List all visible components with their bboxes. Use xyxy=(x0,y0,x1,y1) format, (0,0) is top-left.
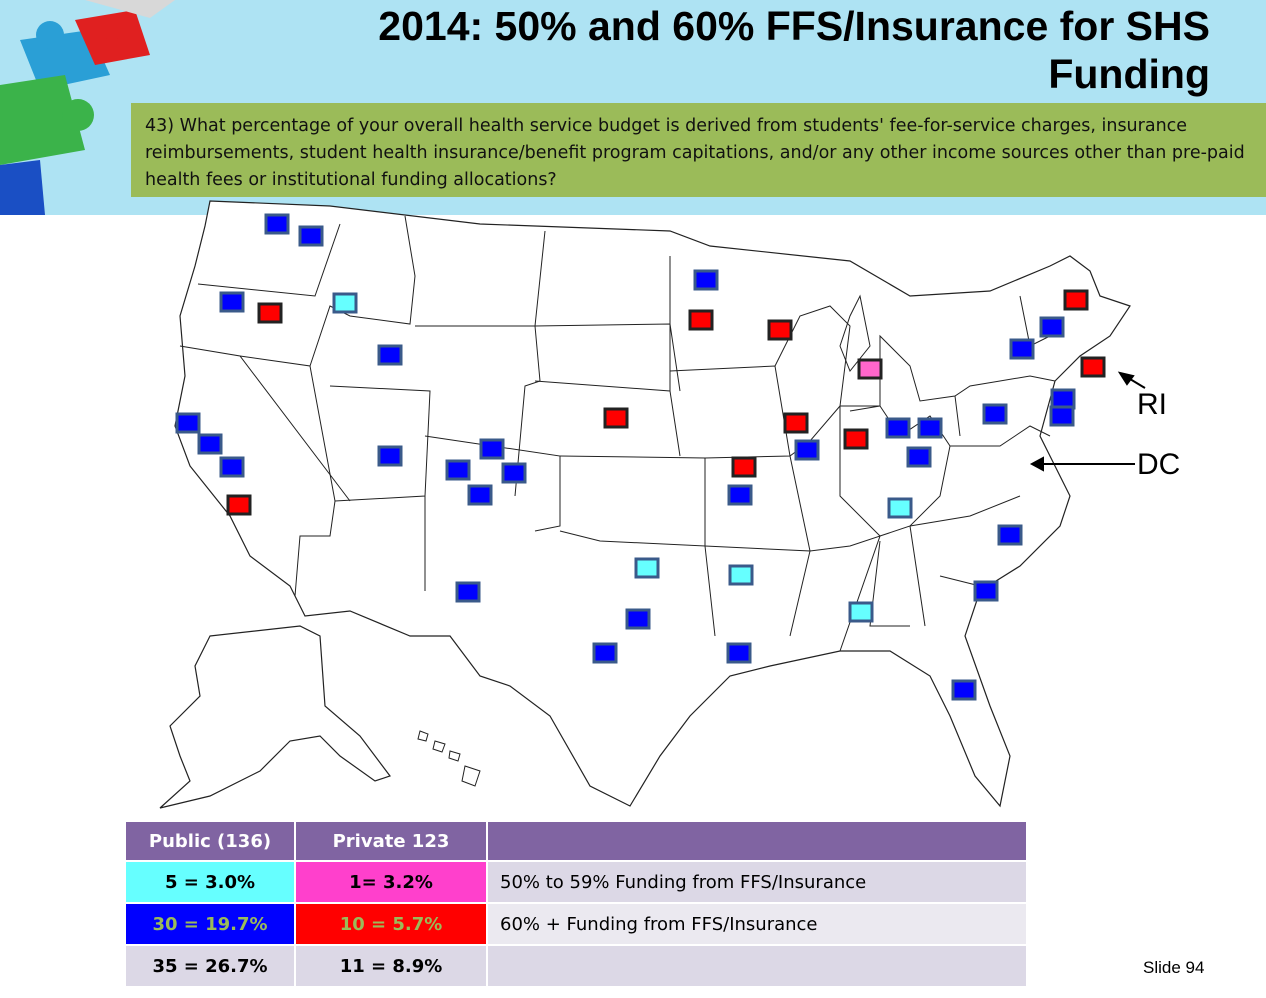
legend-public-50-59: 5 = 3.0% xyxy=(124,860,296,904)
public-60-plus-marker xyxy=(445,459,471,481)
public-60-plus-marker xyxy=(1009,338,1035,360)
legend-private-50-59: 1= 3.2% xyxy=(294,860,488,904)
legend-header-private: Private 123 xyxy=(294,820,488,862)
private-50-59-marker xyxy=(857,358,883,380)
public-60-plus-marker xyxy=(973,580,999,602)
legend-row-50-59: 5 = 3.0% 1= 3.2% 50% to 59% Funding from… xyxy=(124,860,1028,904)
public-60-plus-marker xyxy=(377,445,403,467)
public-60-plus-marker xyxy=(479,438,505,460)
public-60-plus-marker xyxy=(727,484,753,506)
private-60-plus-marker xyxy=(226,494,252,516)
public-60-plus-marker xyxy=(377,344,403,366)
legend-row-total: 35 = 26.7% 11 = 8.9% xyxy=(124,944,1028,988)
public-60-plus-marker xyxy=(625,608,651,630)
legend-header-row: Public (136) Private 123 xyxy=(124,820,1028,862)
private-60-plus-marker xyxy=(783,412,809,434)
public-60-plus-marker xyxy=(693,269,719,291)
public-60-plus-marker xyxy=(1049,405,1075,427)
legend-public-total: 35 = 26.7% xyxy=(124,944,296,988)
hawaii xyxy=(417,730,481,787)
public-60-plus-marker xyxy=(467,484,493,506)
private-60-plus-marker xyxy=(1080,356,1106,378)
public-60-plus-marker xyxy=(997,524,1023,546)
legend-public-60-plus: 30 = 19.7% xyxy=(124,902,296,946)
public-60-plus-marker xyxy=(1050,388,1076,410)
us-map xyxy=(159,200,1146,809)
ri-arrow xyxy=(1117,371,1146,389)
dc-arrow xyxy=(1029,456,1135,472)
state-outlines xyxy=(174,200,1131,808)
public-50-59-marker xyxy=(332,292,358,314)
alaska xyxy=(159,625,391,809)
public-60-plus-marker xyxy=(455,581,481,603)
public-60-plus-marker xyxy=(726,642,752,664)
public-60-plus-marker xyxy=(917,417,943,439)
public-60-plus-marker xyxy=(885,417,911,439)
public-60-plus-marker xyxy=(219,291,245,313)
marker-layer xyxy=(175,213,1106,701)
private-60-plus-marker xyxy=(1063,289,1089,311)
private-60-plus-marker xyxy=(843,428,869,450)
public-60-plus-marker xyxy=(906,446,932,468)
private-60-plus-marker xyxy=(257,302,283,324)
legend-desc-total xyxy=(486,944,1028,988)
legend-private-60-plus: 10 = 5.7% xyxy=(294,902,488,946)
public-60-plus-marker xyxy=(501,462,527,484)
public-60-plus-marker xyxy=(951,679,977,701)
legend-desc-60-plus: 60% + Funding from FFS/Insurance xyxy=(486,902,1028,946)
legend-desc-50-59: 50% to 59% Funding from FFS/Insurance xyxy=(486,860,1028,904)
dc-label: DC xyxy=(1137,448,1181,481)
slide-title: 2014: 50% and 60% FFS/Insurance for SHS … xyxy=(378,3,1210,97)
puzzle-people-logo xyxy=(0,0,175,215)
public-60-plus-marker xyxy=(794,439,820,461)
public-60-plus-marker xyxy=(298,225,324,247)
public-60-plus-marker xyxy=(1039,316,1065,338)
private-60-plus-marker xyxy=(603,407,629,429)
public-60-plus-marker xyxy=(592,642,618,664)
state-borders xyxy=(179,215,1056,652)
public-50-59-marker xyxy=(728,564,754,586)
public-60-plus-marker xyxy=(219,456,245,478)
private-60-plus-marker xyxy=(767,319,793,341)
legend-private-total: 11 = 8.9% xyxy=(294,944,488,988)
private-60-plus-marker xyxy=(731,456,757,478)
public-60-plus-marker xyxy=(197,433,223,455)
private-60-plus-marker xyxy=(688,309,714,331)
public-60-plus-marker xyxy=(264,213,290,235)
ri-label: RI xyxy=(1137,388,1167,421)
public-50-59-marker xyxy=(887,497,913,519)
public-50-59-marker xyxy=(634,557,660,579)
legend-header-desc xyxy=(486,820,1028,862)
slide-number: Slide 94 xyxy=(1143,958,1205,977)
public-60-plus-marker xyxy=(175,412,201,434)
public-60-plus-marker xyxy=(982,403,1008,425)
legend-table: Public (136) Private 123 5 = 3.0% 1= 3.2… xyxy=(124,820,1028,988)
legend-header-public: Public (136) xyxy=(124,820,296,862)
legend-row-60-plus: 30 = 19.7% 10 = 5.7% 60% + Funding from … xyxy=(124,902,1028,946)
question-box: 43) What percentage of your overall heal… xyxy=(131,103,1266,197)
public-50-59-marker xyxy=(848,601,874,623)
